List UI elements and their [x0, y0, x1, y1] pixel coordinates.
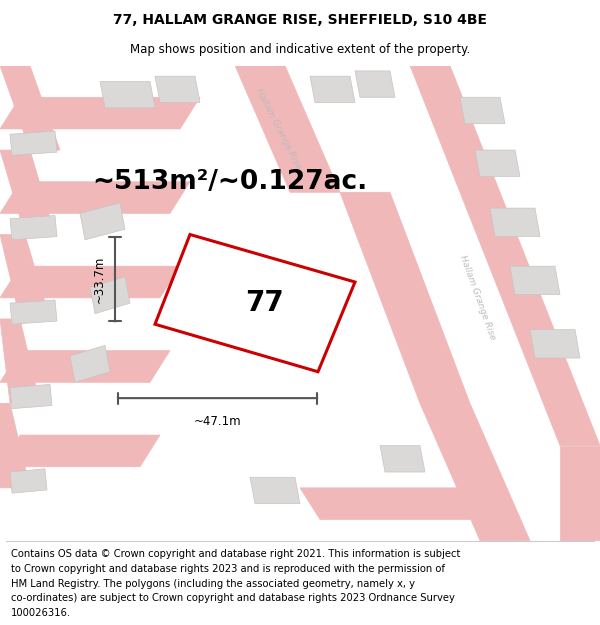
- Text: co-ordinates) are subject to Crown copyright and database rights 2023 Ordnance S: co-ordinates) are subject to Crown copyr…: [11, 593, 455, 603]
- Polygon shape: [100, 81, 155, 108]
- Text: Hallam Grange Rise: Hallam Grange Rise: [254, 87, 302, 171]
- Polygon shape: [380, 446, 425, 472]
- Polygon shape: [0, 319, 40, 403]
- Polygon shape: [0, 435, 160, 467]
- Text: ~33.7m: ~33.7m: [92, 256, 106, 303]
- Polygon shape: [10, 216, 57, 240]
- Text: 77: 77: [245, 289, 284, 317]
- Polygon shape: [80, 203, 125, 240]
- Text: Map shows position and indicative extent of the property.: Map shows position and indicative extent…: [130, 42, 470, 56]
- Polygon shape: [300, 488, 520, 519]
- Polygon shape: [475, 150, 520, 176]
- Polygon shape: [420, 403, 530, 541]
- Polygon shape: [10, 469, 47, 493]
- Polygon shape: [155, 76, 200, 102]
- Polygon shape: [10, 300, 57, 324]
- Polygon shape: [510, 266, 560, 294]
- Text: to Crown copyright and database rights 2023 and is reproduced with the permissio: to Crown copyright and database rights 2…: [11, 564, 445, 574]
- Polygon shape: [10, 131, 57, 156]
- Text: Contains OS data © Crown copyright and database right 2021. This information is : Contains OS data © Crown copyright and d…: [11, 549, 460, 559]
- Text: 77, HALLAM GRANGE RISE, SHEFFIELD, S10 4BE: 77, HALLAM GRANGE RISE, SHEFFIELD, S10 4…: [113, 12, 487, 27]
- Polygon shape: [340, 192, 470, 403]
- Text: 100026316.: 100026316.: [11, 608, 71, 618]
- Polygon shape: [355, 71, 395, 98]
- Polygon shape: [0, 266, 180, 298]
- Polygon shape: [530, 329, 580, 358]
- Text: ~513m²/~0.127ac.: ~513m²/~0.127ac.: [92, 169, 368, 195]
- Text: ~47.1m: ~47.1m: [194, 415, 241, 428]
- Polygon shape: [0, 182, 190, 213]
- Polygon shape: [90, 277, 130, 314]
- Polygon shape: [0, 98, 200, 129]
- Polygon shape: [10, 384, 52, 409]
- Text: Hallam Grange Rise: Hallam Grange Rise: [458, 254, 497, 341]
- Polygon shape: [460, 98, 505, 124]
- Polygon shape: [0, 234, 50, 319]
- Polygon shape: [0, 66, 60, 150]
- Polygon shape: [155, 234, 355, 372]
- Polygon shape: [0, 403, 30, 488]
- Polygon shape: [250, 478, 300, 504]
- Text: HM Land Registry. The polygons (including the associated geometry, namely x, y: HM Land Registry. The polygons (includin…: [11, 579, 415, 589]
- Polygon shape: [490, 208, 540, 237]
- Polygon shape: [70, 346, 110, 382]
- Polygon shape: [560, 446, 600, 541]
- Polygon shape: [310, 76, 355, 102]
- Polygon shape: [410, 66, 600, 446]
- Polygon shape: [235, 66, 340, 192]
- Polygon shape: [0, 150, 55, 234]
- Polygon shape: [0, 351, 170, 382]
